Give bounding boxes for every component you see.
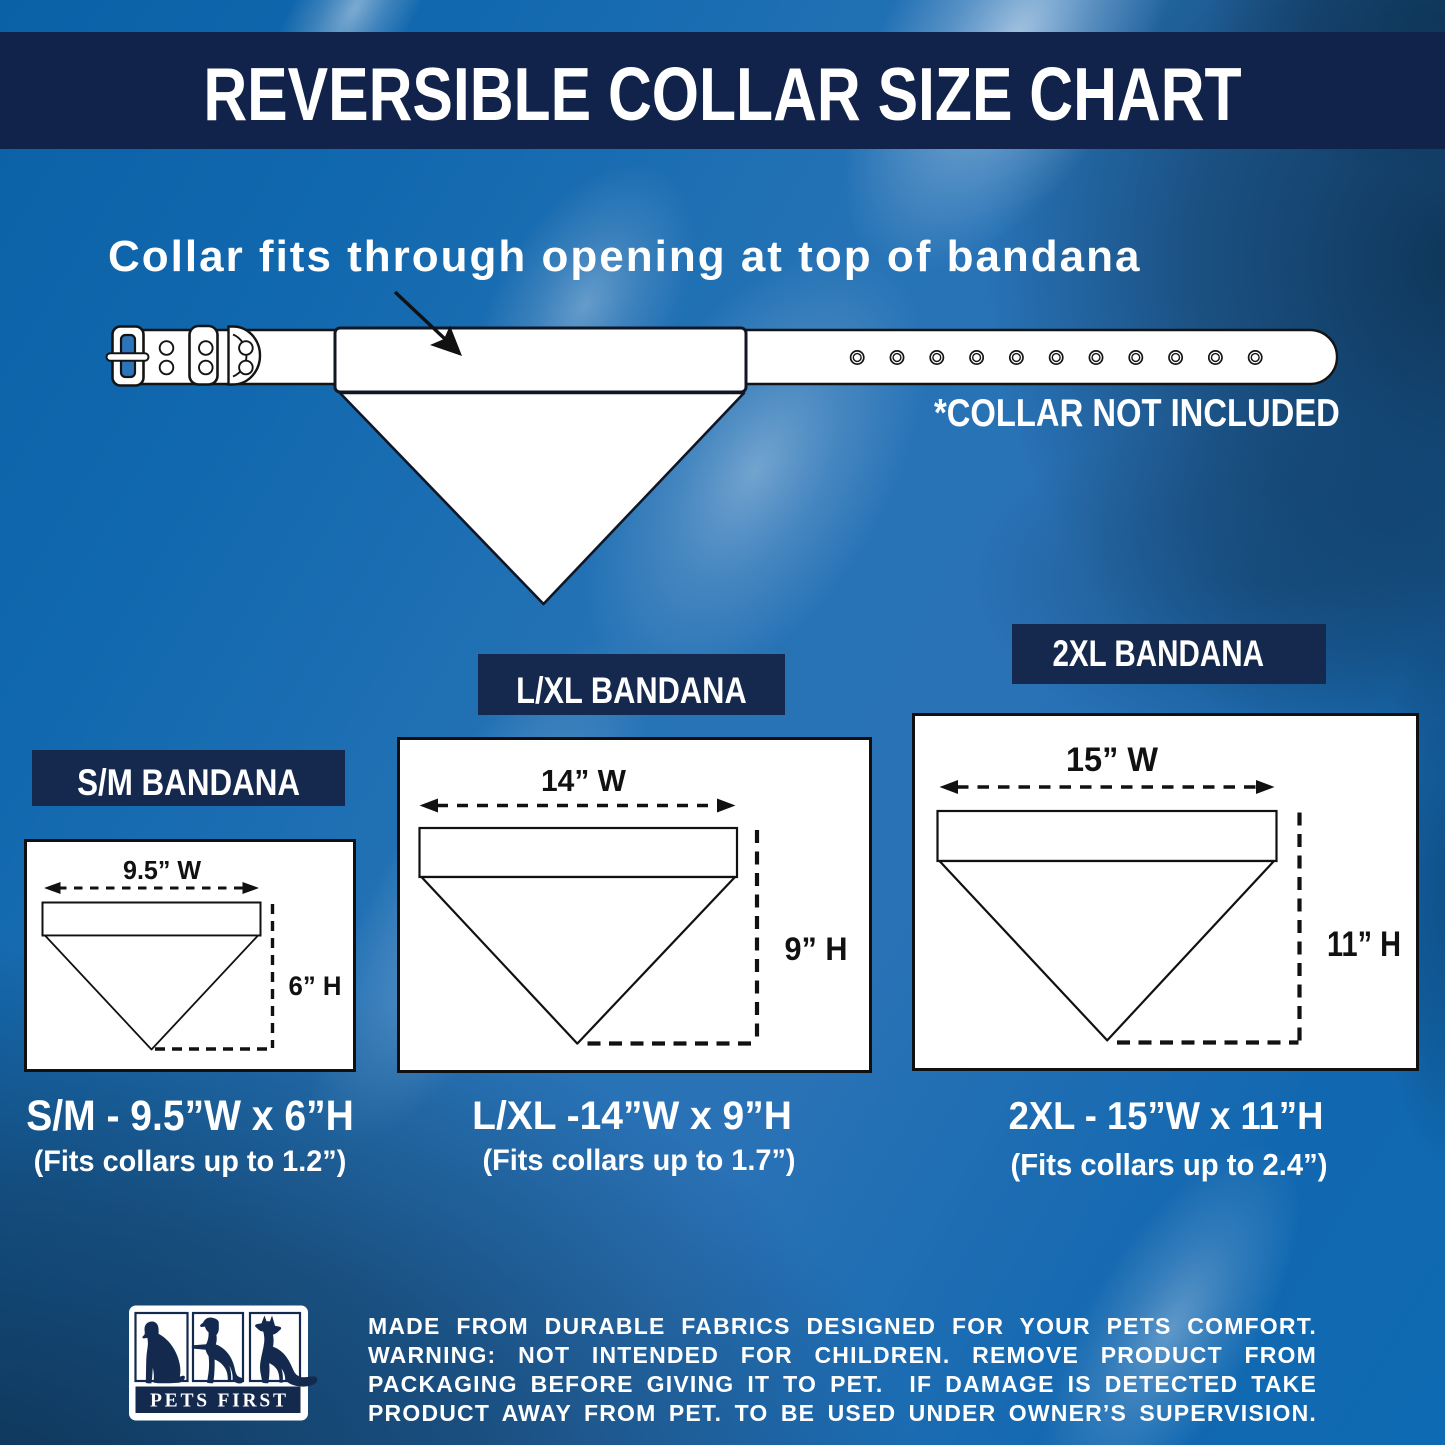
svg-text:14” W: 14” W <box>541 763 627 798</box>
svg-text:9” H: 9” H <box>785 931 848 967</box>
svg-text:6” H: 6” H <box>289 971 342 1001</box>
svg-text:PETS FIRST: PETS FIRST <box>150 1391 286 1412</box>
svg-text:9.5” W: 9.5” W <box>123 855 201 885</box>
svg-text:11” H: 11” H <box>1327 925 1401 964</box>
svg-text:15” W: 15” W <box>1066 741 1159 779</box>
